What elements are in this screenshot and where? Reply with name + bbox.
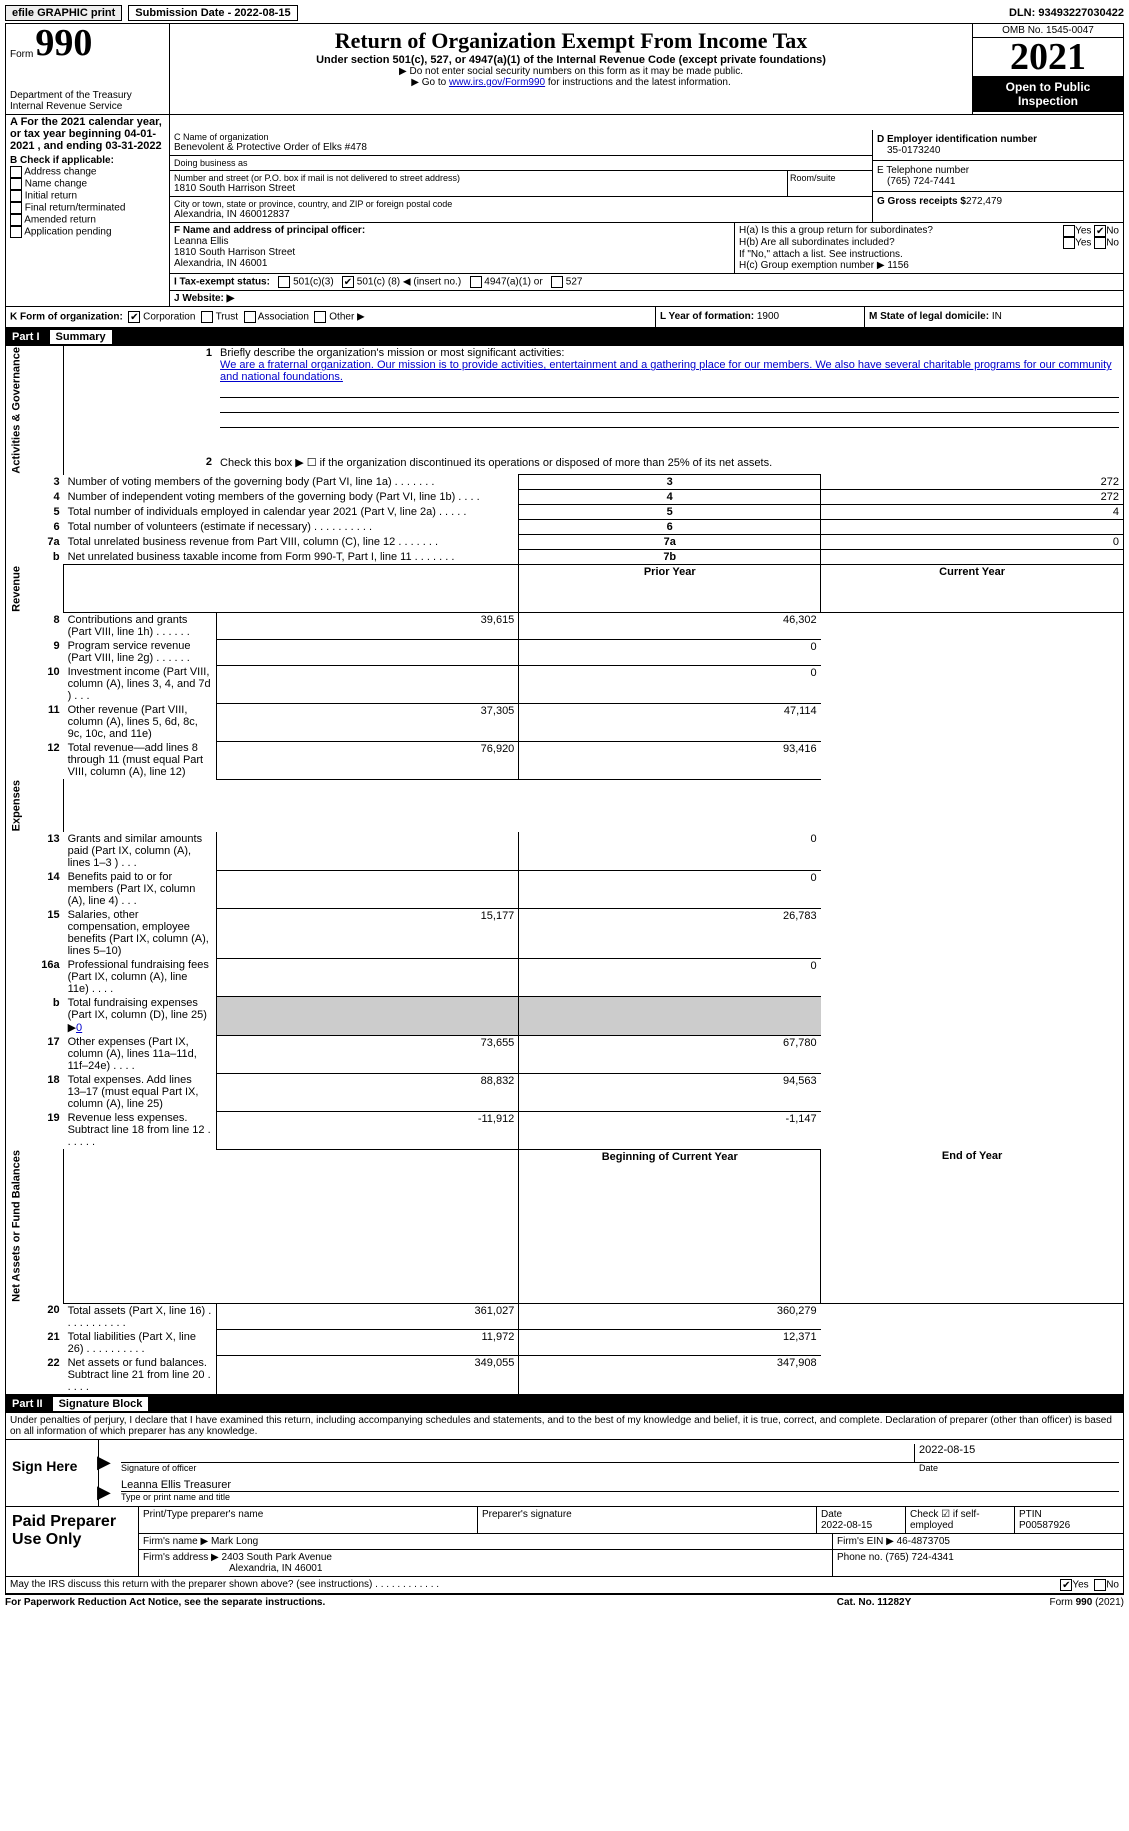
other-checkbox[interactable] — [314, 311, 326, 323]
form-title: Return of Organization Exempt From Incom… — [174, 28, 968, 54]
block-b-item: Application pending — [10, 226, 165, 238]
form-number: 990 — [35, 26, 92, 60]
dln-label: DLN: 93493227030422 — [1009, 7, 1124, 19]
row-i: I Tax-exempt status: 501(c)(3) 501(c) (8… — [170, 274, 1123, 290]
block-b-item: Final return/terminated — [10, 202, 165, 214]
perjury-text: Under penalties of perjury, I declare th… — [5, 1413, 1124, 1440]
preparer-block: Paid Preparer Use Only Print/Type prepar… — [5, 1507, 1124, 1577]
page-footer: For Paperwork Reduction Act Notice, see … — [5, 1594, 1124, 1610]
part-1-table: Activities & Governance 1 Briefly descri… — [5, 346, 1124, 1395]
ha-yes-checkbox[interactable] — [1063, 225, 1075, 237]
checkbox[interactable] — [10, 214, 22, 226]
city-cell: City or town, state or province, country… — [170, 197, 872, 222]
part-1-header: Part ISummary — [5, 328, 1124, 346]
hb-no-checkbox[interactable] — [1094, 237, 1106, 249]
gross-cell: G Gross receipts $272,479 — [873, 192, 1123, 211]
discuss-no-checkbox[interactable] — [1094, 1579, 1106, 1591]
org-name-cell: C Name of organization Benevolent & Prot… — [170, 130, 872, 156]
ha-no-checkbox[interactable] — [1094, 225, 1106, 237]
block-b-item: Address change — [10, 166, 165, 178]
vlabel-expenses: Expenses — [6, 779, 64, 832]
room-suite-cell: Room/suite — [787, 171, 872, 196]
checkbox[interactable] — [10, 178, 22, 190]
hb-yes-checkbox[interactable] — [1063, 237, 1075, 249]
checkbox[interactable] — [10, 226, 22, 238]
form-subtitle-1: Under section 501(c), 527, or 4947(a)(1)… — [174, 54, 968, 66]
form-subtitle-2: ▶ Do not enter social security numbers o… — [174, 66, 968, 77]
submission-date-box: Submission Date - 2022-08-15 — [128, 5, 297, 21]
501c-checkbox[interactable] — [342, 276, 354, 288]
signature-block: Sign Here ▶ 2022-08-15 Signature of offi… — [5, 1440, 1124, 1507]
paid-preparer-label: Paid Preparer Use Only — [6, 1507, 139, 1576]
open-public-label: Open to Public Inspection — [973, 76, 1123, 112]
discuss-row: May the IRS discuss this return with the… — [5, 1577, 1124, 1594]
block-b-item: Initial return — [10, 190, 165, 202]
ein-cell: D Employer identification number 35-0173… — [873, 130, 1123, 161]
row-a: A For the 2021 calendar year, or tax yea… — [6, 115, 169, 153]
row-k: K Form of organization: Corporation Trus… — [5, 307, 1124, 328]
vlabel-netassets: Net Assets or Fund Balances — [6, 1149, 64, 1303]
checkbox[interactable] — [10, 202, 22, 214]
block-b-header: B Check if applicable: — [10, 155, 165, 166]
street-cell: Number and street (or P.O. box if mail i… — [170, 171, 787, 196]
501c3-checkbox[interactable] — [278, 276, 290, 288]
entity-block: A For the 2021 calendar year, or tax yea… — [5, 115, 1124, 307]
corp-checkbox[interactable] — [128, 311, 140, 323]
form-header: Form 990 Department of the Treasury Inte… — [5, 23, 1124, 115]
irs-link[interactable]: www.irs.gov/Form990 — [449, 77, 545, 88]
527-checkbox[interactable] — [551, 276, 563, 288]
sign-here-label: Sign Here — [6, 1440, 99, 1506]
form-subtitle-3: ▶ Go to www.irs.gov/Form990 for instruct… — [174, 77, 968, 88]
block-f: F Name and address of principal officer:… — [170, 223, 734, 273]
row-j: J Website: ▶ — [170, 291, 1123, 306]
dba-cell: Doing business as — [170, 156, 872, 171]
block-b-item: Amended return — [10, 214, 165, 226]
assoc-checkbox[interactable] — [244, 311, 256, 323]
part-2-header: Part IISignature Block — [5, 1395, 1124, 1413]
tax-year: 2021 — [973, 38, 1123, 76]
trust-checkbox[interactable] — [201, 311, 213, 323]
efile-print-button[interactable]: efile GRAPHIC print — [5, 5, 122, 21]
vlabel-governance: Activities & Governance — [6, 346, 64, 475]
form-label: Form — [10, 49, 33, 60]
block-b-item: Name change — [10, 178, 165, 190]
discuss-yes-checkbox[interactable] — [1060, 1579, 1072, 1591]
mission-text[interactable]: We are a fraternal organization. Our mis… — [220, 359, 1112, 383]
top-bar: efile GRAPHIC print Submission Date - 20… — [5, 5, 1124, 21]
dept-label: Department of the Treasury Internal Reve… — [10, 90, 165, 112]
vlabel-revenue: Revenue — [6, 565, 64, 613]
block-h: H(a) Is this a group return for subordin… — [734, 223, 1123, 273]
phone-cell: E Telephone number (765) 724-7441 — [873, 161, 1123, 192]
4947-checkbox[interactable] — [470, 276, 482, 288]
checkbox[interactable] — [10, 190, 22, 202]
checkbox[interactable] — [10, 166, 22, 178]
